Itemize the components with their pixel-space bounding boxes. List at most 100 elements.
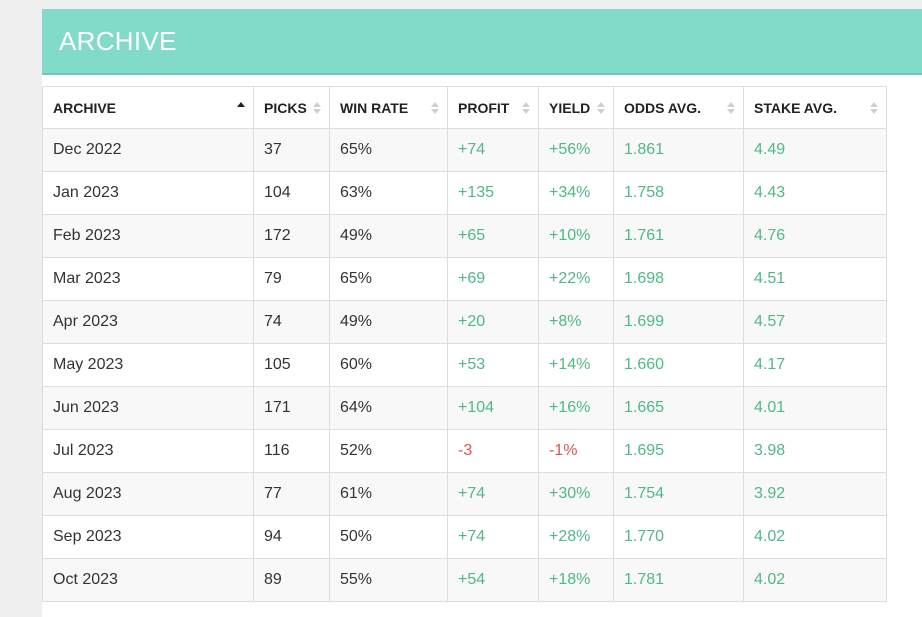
column-header-label: PROFIT bbox=[458, 99, 510, 116]
picks-cell: 171 bbox=[253, 386, 330, 430]
profit-cell: +54 bbox=[447, 558, 539, 602]
column-header-stake-avg[interactable]: STAKE AVG. bbox=[743, 86, 887, 129]
sort-icon bbox=[869, 101, 878, 115]
picks-cell: 172 bbox=[253, 214, 330, 258]
profit-cell: +20 bbox=[447, 300, 539, 344]
odds-avg-cell: 1.695 bbox=[613, 429, 744, 473]
column-header-yield[interactable]: YIELD bbox=[538, 86, 614, 129]
odds-avg-cell: 1.861 bbox=[613, 128, 744, 172]
table-body: Dec 2022 37 65% +74 +56% 1.861 4.49 Jan 2023 104… bbox=[42, 128, 887, 602]
table-row: Aug 2023 77 61% +74 +30% 1.754 3.92 bbox=[42, 472, 887, 516]
odds-avg-cell: 1.699 bbox=[613, 300, 744, 344]
yield-cell: +34% bbox=[538, 171, 614, 215]
win-rate-cell: 55% bbox=[329, 558, 448, 602]
month-cell: May 2023 bbox=[42, 343, 254, 387]
sort-ascending-icon bbox=[236, 101, 245, 115]
sort-icon bbox=[726, 101, 735, 115]
profit-cell: +74 bbox=[447, 128, 539, 172]
column-header-win-rate[interactable]: WIN RATE bbox=[329, 86, 448, 129]
column-header-label: ODDS AVG. bbox=[624, 99, 702, 116]
stake-avg-cell: 3.92 bbox=[743, 472, 887, 516]
stake-avg-cell: 3.98 bbox=[743, 429, 887, 473]
column-header-label: STAKE AVG. bbox=[754, 99, 837, 116]
yield-cell: +16% bbox=[538, 386, 614, 430]
month-cell: Jul 2023 bbox=[42, 429, 254, 473]
win-rate-cell: 64% bbox=[329, 386, 448, 430]
profit-cell: +135 bbox=[447, 171, 539, 215]
month-cell: Feb 2023 bbox=[42, 214, 254, 258]
column-header-profit[interactable]: PROFIT bbox=[447, 86, 539, 129]
picks-cell: 37 bbox=[253, 128, 330, 172]
profit-cell: -3 bbox=[447, 429, 539, 473]
yield-cell: +56% bbox=[538, 128, 614, 172]
picks-cell: 116 bbox=[253, 429, 330, 473]
table-header-row: ARCHIVE PICKS WIN RATE PROFIT YIELD ODDS AVG.… bbox=[42, 86, 887, 129]
stake-avg-cell: 4.01 bbox=[743, 386, 887, 430]
odds-avg-cell: 1.761 bbox=[613, 214, 744, 258]
table-row: Jan 2023 104 63% +135 +34% 1.758 4.43 bbox=[42, 171, 887, 215]
archive-panel: ARCHIVE ARCHIVE PICKS WIN RATE PROFIT YIELD O… bbox=[42, 9, 922, 617]
win-rate-cell: 65% bbox=[329, 128, 448, 172]
picks-cell: 79 bbox=[253, 257, 330, 301]
picks-cell: 74 bbox=[253, 300, 330, 344]
yield-cell: +8% bbox=[538, 300, 614, 344]
month-cell: Apr 2023 bbox=[42, 300, 254, 344]
stake-avg-cell: 4.17 bbox=[743, 343, 887, 387]
month-cell: Sep 2023 bbox=[42, 515, 254, 559]
table-row: Mar 2023 79 65% +69 +22% 1.698 4.51 bbox=[42, 257, 887, 301]
odds-avg-cell: 1.754 bbox=[613, 472, 744, 516]
sort-icon bbox=[521, 101, 530, 115]
yield-cell: +18% bbox=[538, 558, 614, 602]
stake-avg-cell: 4.57 bbox=[743, 300, 887, 344]
column-header-odds-avg[interactable]: ODDS AVG. bbox=[613, 86, 744, 129]
picks-cell: 94 bbox=[253, 515, 330, 559]
month-cell: Aug 2023 bbox=[42, 472, 254, 516]
column-header-label: WIN RATE bbox=[340, 99, 409, 116]
yield-cell: +28% bbox=[538, 515, 614, 559]
column-header-label: PICKS bbox=[264, 99, 307, 116]
archive-header: ARCHIVE bbox=[42, 9, 922, 75]
win-rate-cell: 63% bbox=[329, 171, 448, 215]
profit-cell: +53 bbox=[447, 343, 539, 387]
picks-cell: 105 bbox=[253, 343, 330, 387]
stake-avg-cell: 4.76 bbox=[743, 214, 887, 258]
win-rate-cell: 50% bbox=[329, 515, 448, 559]
odds-avg-cell: 1.781 bbox=[613, 558, 744, 602]
table-row: Apr 2023 74 49% +20 +8% 1.699 4.57 bbox=[42, 300, 887, 344]
yield-cell: +22% bbox=[538, 257, 614, 301]
win-rate-cell: 49% bbox=[329, 214, 448, 258]
win-rate-cell: 52% bbox=[329, 429, 448, 473]
sort-icon bbox=[596, 101, 605, 115]
odds-avg-cell: 1.758 bbox=[613, 171, 744, 215]
month-cell: Dec 2022 bbox=[42, 128, 254, 172]
page-title: ARCHIVE bbox=[59, 25, 177, 56]
table-row: Jun 2023 171 64% +104 +16% 1.665 4.01 bbox=[42, 386, 887, 430]
column-header-archive[interactable]: ARCHIVE bbox=[42, 86, 254, 129]
win-rate-cell: 60% bbox=[329, 343, 448, 387]
month-cell: Jun 2023 bbox=[42, 386, 254, 430]
profit-cell: +69 bbox=[447, 257, 539, 301]
odds-avg-cell: 1.665 bbox=[613, 386, 744, 430]
stake-avg-cell: 4.51 bbox=[743, 257, 887, 301]
column-header-picks[interactable]: PICKS bbox=[253, 86, 330, 129]
yield-cell: -1% bbox=[538, 429, 614, 473]
picks-cell: 77 bbox=[253, 472, 330, 516]
table-row: Dec 2022 37 65% +74 +56% 1.861 4.49 bbox=[42, 128, 887, 172]
picks-cell: 89 bbox=[253, 558, 330, 602]
sort-icon bbox=[430, 101, 439, 115]
stake-avg-cell: 4.43 bbox=[743, 171, 887, 215]
sort-icon bbox=[312, 101, 321, 115]
odds-avg-cell: 1.698 bbox=[613, 257, 744, 301]
column-header-label: YIELD bbox=[549, 99, 591, 116]
odds-avg-cell: 1.660 bbox=[613, 343, 744, 387]
table-row: Jul 2023 116 52% -3 -1% 1.695 3.98 bbox=[42, 429, 887, 473]
yield-cell: +30% bbox=[538, 472, 614, 516]
month-cell: Oct 2023 bbox=[42, 558, 254, 602]
table-row: Oct 2023 89 55% +54 +18% 1.781 4.02 bbox=[42, 558, 887, 602]
profit-cell: +65 bbox=[447, 214, 539, 258]
stake-avg-cell: 4.02 bbox=[743, 515, 887, 559]
archive-table: ARCHIVE PICKS WIN RATE PROFIT YIELD ODDS AVG.… bbox=[42, 86, 887, 602]
win-rate-cell: 65% bbox=[329, 257, 448, 301]
win-rate-cell: 49% bbox=[329, 300, 448, 344]
column-header-label: ARCHIVE bbox=[53, 99, 117, 116]
